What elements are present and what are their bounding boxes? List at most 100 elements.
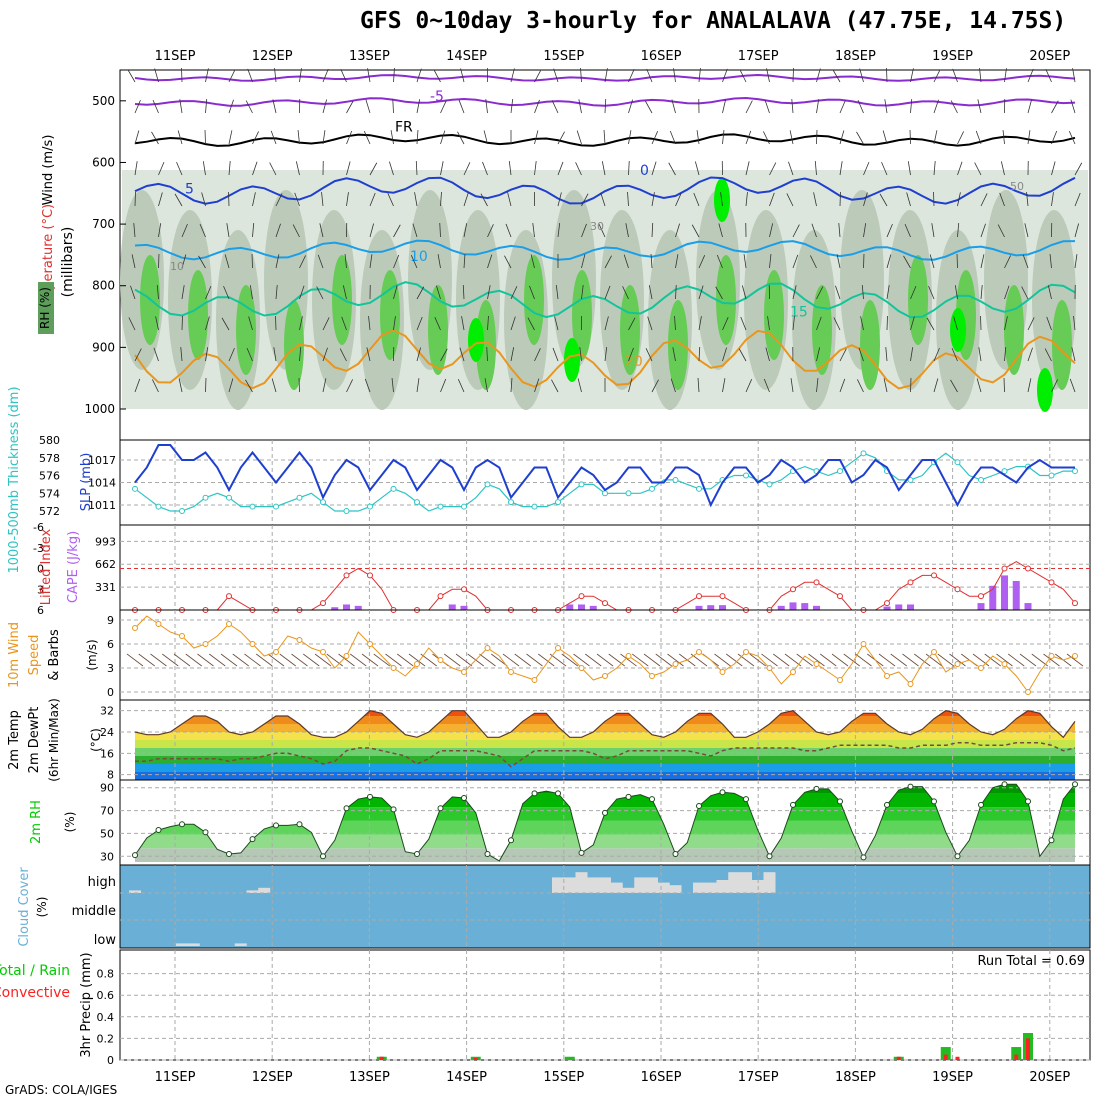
- wind-speed-line-point: [954, 661, 961, 667]
- cloud-bar: [563, 877, 576, 893]
- wind-barb: [295, 161, 300, 176]
- cloud-bar: [657, 882, 670, 893]
- wind-barb: [978, 347, 982, 362]
- wind-barb: [440, 192, 442, 207]
- wind-speed-line-point: [155, 621, 162, 627]
- wind-barb-10m: [1008, 653, 1025, 667]
- wind-barb: [483, 130, 488, 145]
- wind-barb: [628, 317, 636, 331]
- axis-label-slp: SLP (mb): [79, 453, 94, 512]
- wind-barb: [910, 68, 914, 83]
- wind-barb: [931, 223, 935, 238]
- wind-barb: [510, 378, 513, 393]
- wind-speed-line-point: [884, 673, 890, 679]
- wind-barb: [437, 254, 441, 269]
- wind-barb: [718, 223, 723, 238]
- lifted-index-line-point: [931, 572, 937, 579]
- wind-barb: [883, 378, 888, 393]
- rh-line-point: [249, 836, 256, 843]
- wind-barb: [792, 285, 797, 300]
- rh-line-point: [931, 798, 937, 805]
- pressure-tick-label: 1000: [84, 402, 115, 416]
- wind-barb: [950, 379, 958, 393]
- rh-contour-label: 50: [1010, 180, 1024, 193]
- wind-barb-10m: [737, 653, 755, 667]
- wind-barb: [133, 223, 136, 238]
- date-label-bottom: 18SEP: [835, 1070, 876, 1085]
- axis-label-minmax: (6hr Min/Max): [47, 698, 61, 782]
- wind-barb: [181, 285, 185, 300]
- wind-barb-10m: [1019, 653, 1037, 667]
- wind-barb: [694, 161, 700, 176]
- wind-barb: [651, 161, 657, 176]
- wind-barb-10m: [972, 653, 990, 667]
- rh-band: [135, 793, 1075, 808]
- rh-contour-label: 30: [590, 220, 604, 233]
- wind-barb: [975, 130, 982, 145]
- rh-shade-green: [860, 300, 880, 390]
- rh-band: [135, 848, 1075, 862]
- cape-bar: [801, 603, 809, 610]
- wind-barb-10m: [902, 653, 919, 667]
- cape-bar: [1001, 575, 1008, 610]
- wind-barb: [158, 161, 165, 176]
- wind-barb: [581, 223, 587, 238]
- slp-tick-label: 1014: [88, 477, 116, 490]
- rh-line-point: [766, 853, 773, 860]
- wind-barb: [696, 130, 700, 145]
- wind-barb: [202, 161, 206, 176]
- temperature-band: [135, 756, 1075, 764]
- wind-speed-line-point: [437, 657, 444, 663]
- precip-tick-label: 0: [107, 1054, 114, 1067]
- cape-bar: [977, 603, 985, 610]
- rh-shade-green: [428, 285, 448, 375]
- axis-label-rh-unit: (%): [63, 812, 77, 833]
- wind-barb: [1026, 192, 1029, 207]
- thickness-line-point: [320, 499, 326, 506]
- cloud-bar: [716, 880, 729, 893]
- wind-speed-line-point: [273, 649, 279, 655]
- cloud-bar: [669, 885, 682, 893]
- wind-barb: [299, 285, 305, 300]
- wind-speed-line-point: [696, 649, 702, 655]
- cloud-level-label: high: [88, 875, 116, 890]
- wind-barb: [275, 223, 281, 238]
- wind-barb: [440, 378, 447, 393]
- rh-line-point: [367, 793, 373, 800]
- wind-barb: [152, 99, 159, 114]
- wind-speed-line-point: [625, 653, 632, 659]
- wind-speed-line-point: [860, 641, 867, 647]
- wind-barb: [675, 223, 680, 238]
- wind-barb: [316, 286, 324, 300]
- wind-barb: [199, 223, 206, 238]
- wind-barb: [788, 161, 794, 176]
- wind-barb: [228, 378, 234, 393]
- wind-barb: [245, 379, 253, 393]
- wind-barb: [534, 69, 542, 83]
- wind-barb: [510, 347, 515, 362]
- wind-barb: [933, 130, 938, 145]
- wind-barb: [745, 130, 752, 145]
- thickness-line-point: [437, 503, 444, 510]
- wind-speed-line-point: [743, 649, 749, 655]
- wind-barb: [928, 285, 935, 300]
- wind-speed-line-point: [508, 669, 514, 675]
- rh-line-point: [437, 805, 444, 812]
- wind-barb: [252, 223, 255, 238]
- wind-barb: [534, 161, 537, 176]
- wind-barb: [205, 285, 212, 300]
- wind-barb: [505, 223, 512, 238]
- thickness-line-point: [837, 468, 843, 475]
- precip-convective-bar: [379, 1056, 384, 1060]
- wind-barb: [816, 68, 821, 83]
- rh-shade-bright: [564, 338, 580, 382]
- wind-barb: [223, 285, 230, 300]
- thickness-line-point: [484, 481, 491, 488]
- wind-barb: [322, 378, 327, 393]
- rh-line-point: [320, 853, 326, 860]
- wind-barb: [693, 192, 700, 207]
- wind-speed-line-point: [813, 661, 820, 667]
- wind-barb: [247, 68, 253, 83]
- wind-barb: [369, 162, 378, 176]
- precip-total-bar: [564, 1056, 575, 1060]
